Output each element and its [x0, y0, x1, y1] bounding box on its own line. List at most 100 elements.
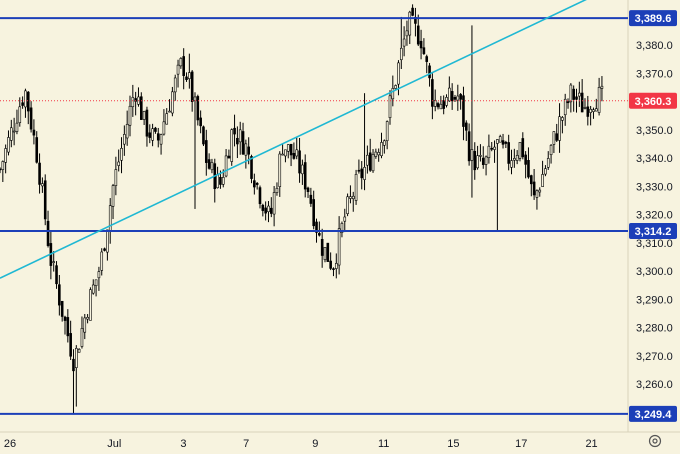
candle-body [10, 127, 13, 141]
candle-body [366, 154, 369, 166]
candle-body [572, 88, 575, 100]
candles [0, 4, 604, 414]
candle-body [349, 196, 352, 199]
candle-body [397, 62, 400, 85]
candle-body [284, 149, 287, 157]
candle-body [69, 333, 72, 357]
candle-body [63, 316, 67, 321]
candle-body [541, 174, 544, 187]
candle-body [320, 239, 324, 256]
candle-body [55, 265, 58, 285]
candle-body [411, 7, 414, 16]
candle-body [114, 169, 118, 186]
candle-body [318, 233, 321, 236]
candle-body [484, 156, 488, 165]
candle-body [450, 91, 454, 102]
candle-body [473, 150, 477, 171]
candle-body [165, 113, 169, 125]
candle-body [188, 72, 191, 79]
candle-body [566, 101, 570, 104]
candle-body [91, 284, 95, 294]
candle-body [433, 99, 437, 107]
candle-body [66, 317, 70, 337]
candle-body [346, 196, 349, 214]
candle-body [377, 152, 380, 156]
candle-body [221, 177, 225, 185]
candle-body [176, 64, 180, 75]
candle-body [24, 90, 27, 108]
candle-body [597, 87, 601, 113]
price-tick-label: 3,330.0 [636, 181, 673, 193]
candle-body [18, 106, 22, 124]
candle-body [292, 152, 296, 159]
candle-body [275, 187, 279, 193]
candle-body [507, 142, 510, 164]
candle-body [442, 100, 445, 109]
trendline[interactable] [0, 0, 603, 279]
candle-body [72, 358, 75, 372]
price-tag [629, 222, 677, 239]
candle-body [255, 182, 259, 185]
candle-body [549, 144, 553, 156]
candle-body [80, 328, 84, 347]
settings-icon[interactable] [648, 434, 662, 448]
candle-body [89, 289, 92, 321]
candle-body [501, 140, 505, 145]
candle-body [241, 131, 245, 155]
candle-body [21, 102, 24, 106]
candle-body [173, 77, 177, 93]
candle-body [159, 134, 163, 145]
time-tick-label: 7 [243, 438, 249, 450]
candle-body [1, 161, 5, 170]
candle-body [227, 155, 231, 159]
candle-body [236, 137, 239, 145]
price-tick-label: 3,260.0 [636, 379, 673, 391]
time-tick-label: 11 [378, 438, 389, 450]
candle-body [233, 127, 236, 135]
candle-body [467, 131, 471, 162]
candle-body [75, 348, 78, 369]
price-tags: 3,389.6 3,314.2 3,249.4 3,360.3 [629, 10, 677, 422]
candle-body [524, 154, 527, 165]
time-tick-label: 3 [180, 438, 186, 450]
trendline-group[interactable] [0, 0, 603, 279]
candle-body [38, 162, 41, 185]
candle-body [131, 97, 135, 108]
candle-body [532, 181, 536, 196]
candle-body [196, 96, 200, 121]
candle-body [301, 164, 304, 175]
candle-body [586, 106, 590, 117]
candle-body [363, 166, 366, 180]
price-tick-label: 3,280.0 [636, 323, 673, 335]
price-tick-labels: 3,380.0 3,370.0 3,350.0 3,340.0 3,330.0 3,320… [636, 40, 673, 391]
candle-body [77, 348, 81, 353]
candle-body [4, 148, 7, 163]
candle-body [529, 175, 533, 185]
price-tick-label: 3,320.0 [636, 210, 673, 222]
time-tick-label: 26 [4, 438, 16, 450]
candle-body [315, 221, 318, 233]
candle-body [247, 146, 250, 155]
candle-body [156, 133, 160, 141]
time-tick-label: 17 [515, 438, 527, 450]
candle-body [334, 263, 338, 269]
candle-body [106, 229, 109, 253]
candle-body [546, 158, 550, 168]
candle-body [15, 122, 19, 132]
price-tag-label: 3,360.3 [635, 96, 672, 108]
candle-body [510, 160, 513, 168]
price-tag-label: 3,249.4 [635, 409, 673, 421]
candle-body [448, 87, 451, 102]
candle-body [46, 220, 50, 246]
candle-body [43, 180, 47, 220]
candle-body [264, 207, 267, 214]
candle-body [368, 152, 372, 171]
candle-body [179, 58, 183, 67]
candle-body [419, 40, 423, 49]
candle-body [340, 223, 344, 233]
candle-body [117, 161, 120, 166]
candle-body [580, 92, 584, 113]
candle-body [462, 95, 465, 127]
candle-body [583, 107, 587, 109]
